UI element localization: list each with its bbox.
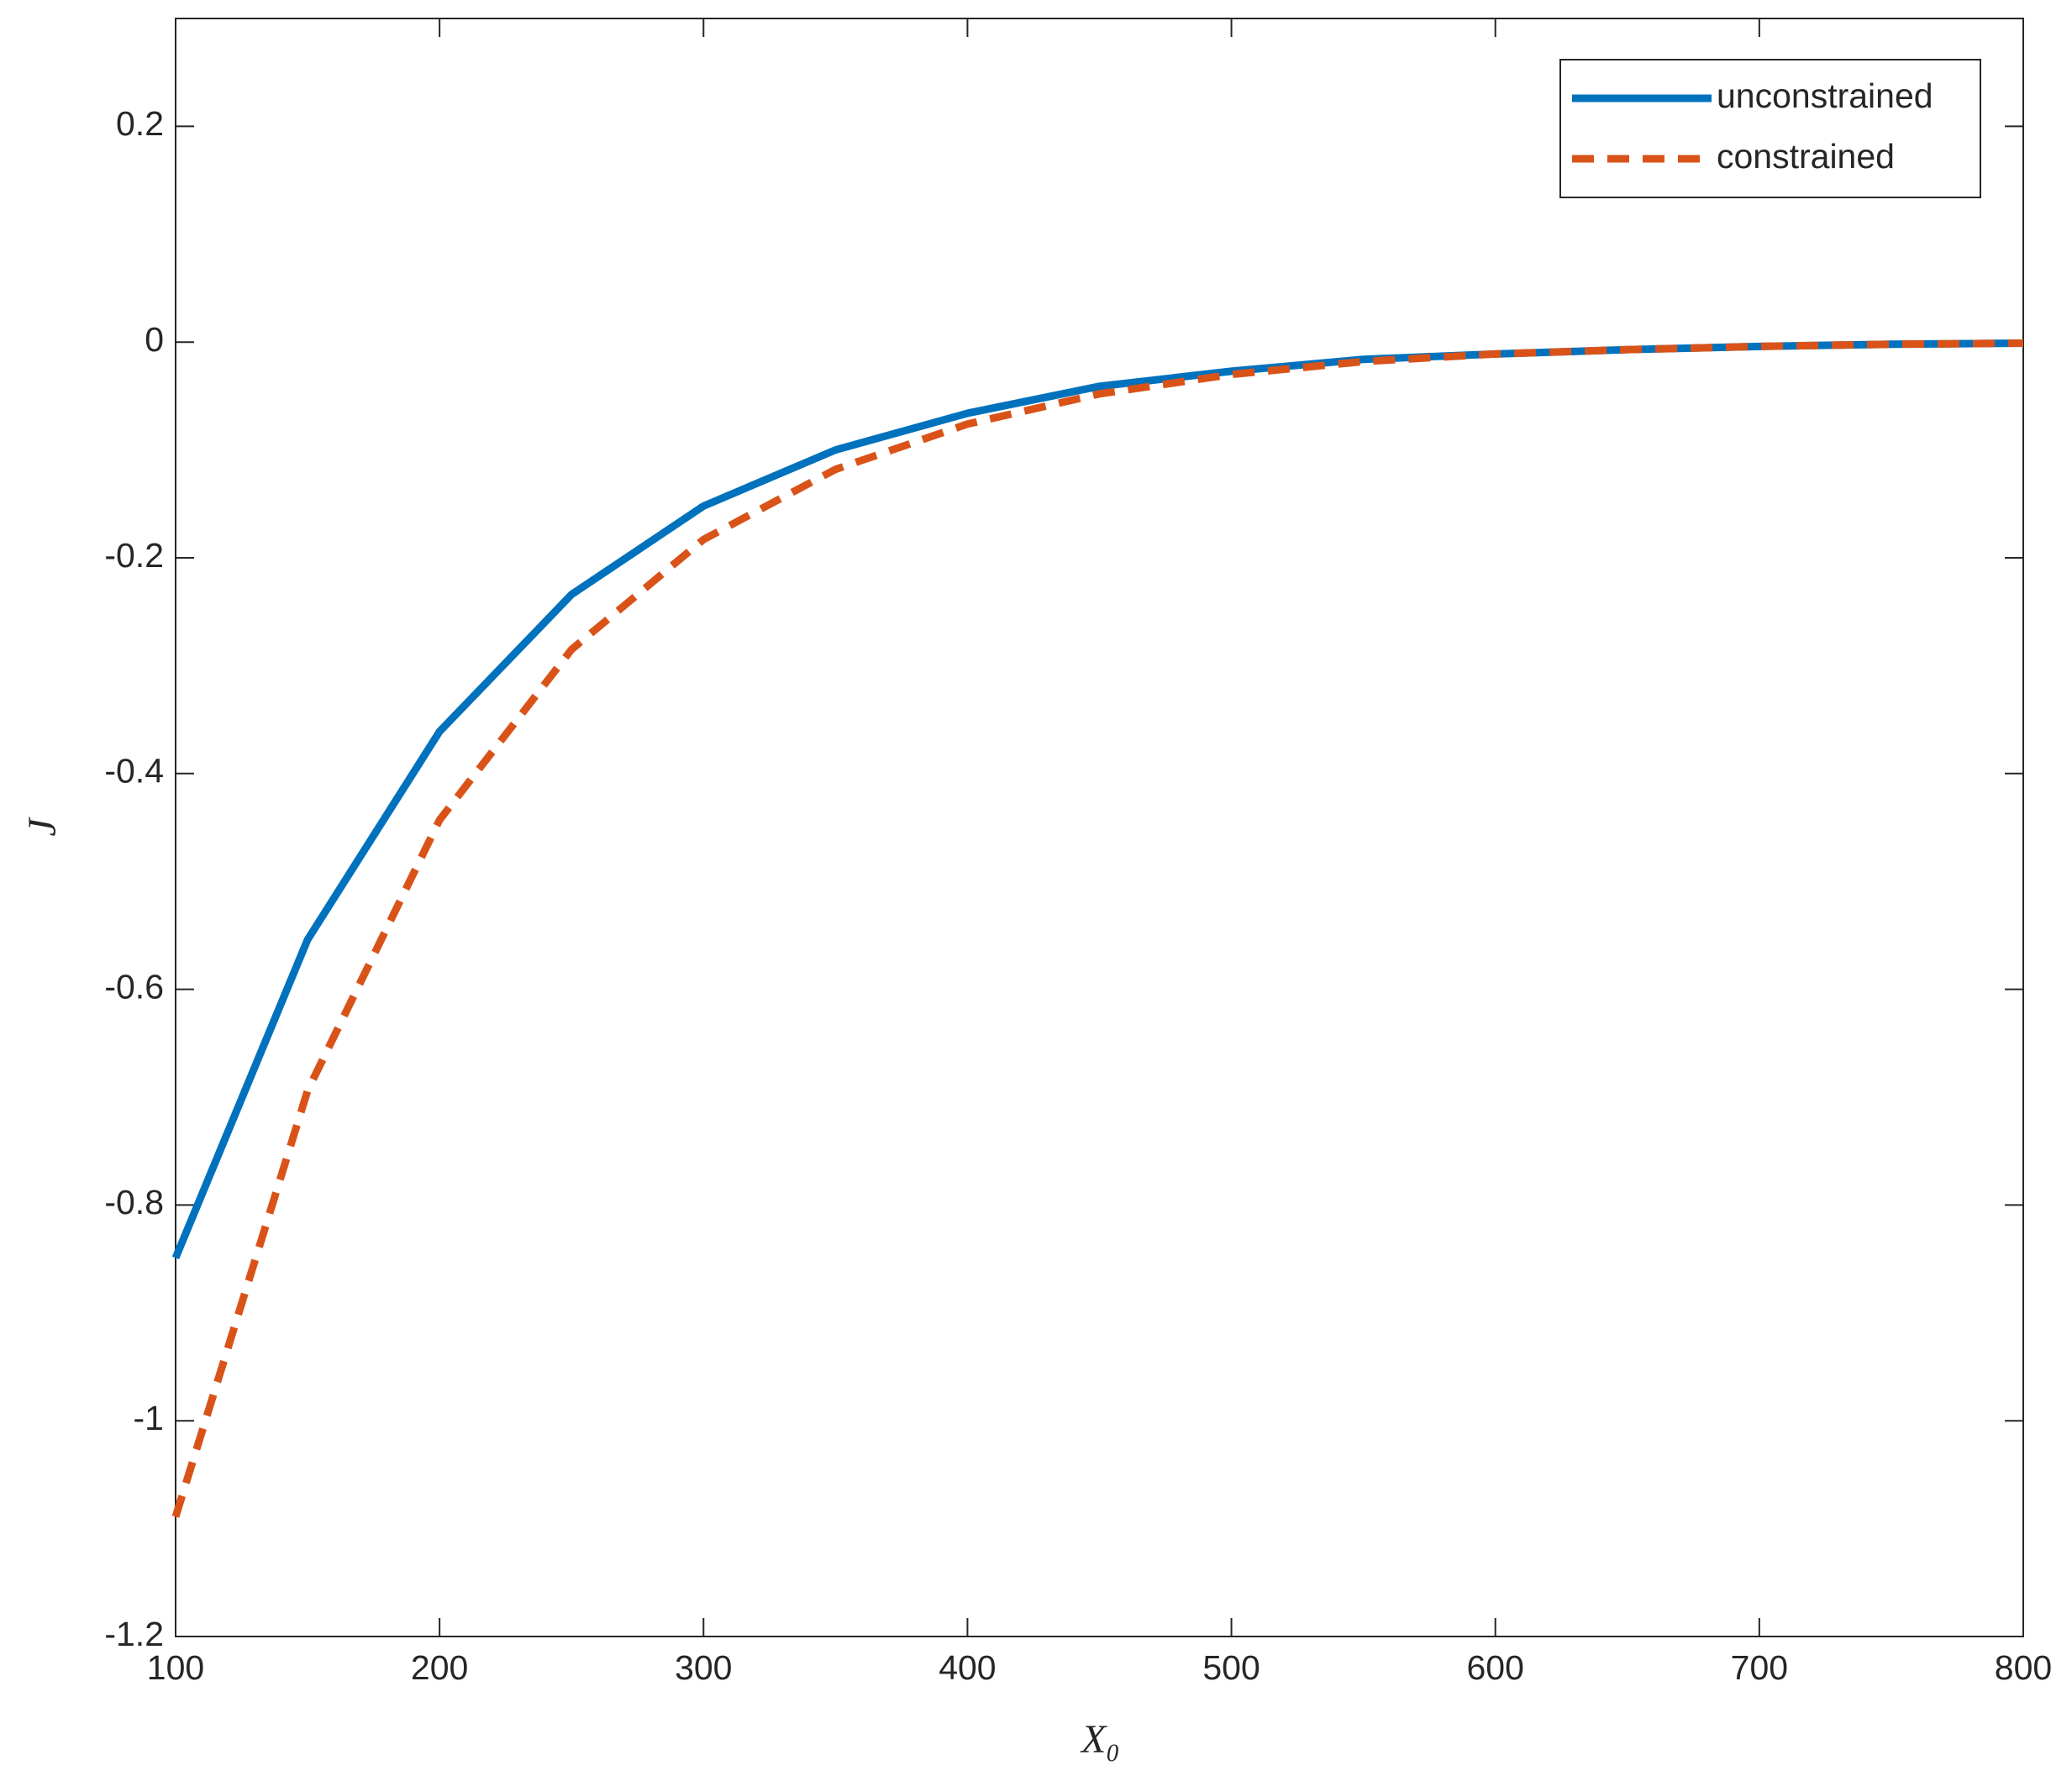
- x-tick-label: 700: [1731, 1648, 1788, 1687]
- y-axis-label: J: [20, 817, 65, 837]
- y-tick-label: 0.2: [116, 104, 164, 143]
- x-tick-label: 100: [147, 1648, 204, 1687]
- legend: unconstrained constrained: [1559, 59, 1981, 198]
- x-tick-label: 200: [411, 1648, 468, 1687]
- legend-label: constrained: [1717, 137, 1895, 176]
- data-line: [171, 339, 2024, 1518]
- x-tick-label: 800: [1995, 1648, 2052, 1687]
- x-axis-label: X₀: [1080, 1717, 1120, 1762]
- data-line: [171, 339, 2024, 1260]
- x-tick-label: 400: [939, 1648, 996, 1687]
- x-tick-label: 500: [1202, 1648, 1260, 1687]
- y-tick-label: -0.8: [104, 1183, 164, 1221]
- y-tick-label: -1: [134, 1399, 164, 1437]
- plot-frame: [175, 18, 2024, 1637]
- y-tick-label: -0.6: [104, 967, 164, 1006]
- legend-box: [1559, 59, 1981, 198]
- x-tick-label: 600: [1467, 1648, 1524, 1687]
- y-tick-label: -0.2: [104, 536, 164, 575]
- legend-label: unconstrained: [1717, 76, 1933, 115]
- y-tick-label: 0: [145, 320, 164, 359]
- y-tick-label: -1.2: [104, 1615, 164, 1653]
- y-tick-label: -0.4: [104, 752, 164, 791]
- x-tick-label: 300: [675, 1648, 732, 1687]
